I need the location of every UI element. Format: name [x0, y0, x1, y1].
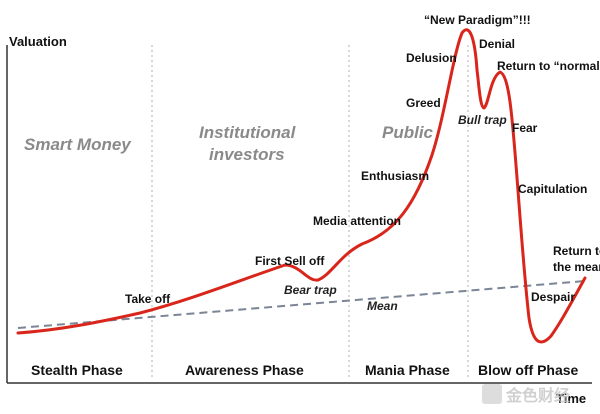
- label-return-mean-line1: Return to: [553, 244, 600, 258]
- valuation-curve: [16, 28, 587, 344]
- label-bear-trap: Bear trap: [284, 283, 337, 297]
- phase-stealth: Stealth Phase: [31, 362, 123, 378]
- label-mean: Mean: [367, 299, 398, 313]
- label-delusion: Delusion: [406, 51, 457, 65]
- label-bull-trap: Bull trap: [458, 113, 507, 127]
- label-denial: Denial: [479, 37, 515, 51]
- label-despair: Despair: [531, 290, 575, 304]
- label-new-paradigm: “New Paradigm”!!!: [424, 13, 531, 27]
- label-return-normal: Return to “normal”: [497, 59, 600, 73]
- watermark-text: 金色财经: [505, 386, 570, 405]
- label-greed: Greed: [406, 96, 441, 110]
- x-axis-title: Time: [556, 391, 586, 406]
- player-institutional-line1: Institutional: [199, 123, 297, 142]
- label-first-sell-off: First Sell off: [255, 254, 325, 268]
- label-enthusiasm: Enthusiasm: [361, 169, 429, 183]
- phase-blow-off: Blow off Phase: [478, 362, 579, 378]
- player-smart-money: Smart Money: [24, 135, 132, 154]
- label-fear: Fear: [512, 121, 538, 135]
- watermark-logo-icon: [482, 384, 502, 404]
- player-public: Public: [382, 123, 434, 142]
- label-take-off: Take off: [125, 292, 171, 306]
- phase-mania: Mania Phase: [365, 362, 450, 378]
- watermark: 金色财经: [482, 384, 570, 405]
- player-institutional-line2: investors: [209, 145, 285, 164]
- label-return-mean-line2: the mean: [553, 260, 600, 274]
- y-axis-title: Valuation: [9, 34, 67, 49]
- label-media-attention: Media attention: [313, 214, 401, 228]
- label-capitulation: Capitulation: [518, 182, 587, 196]
- phase-awareness: Awareness Phase: [185, 362, 304, 378]
